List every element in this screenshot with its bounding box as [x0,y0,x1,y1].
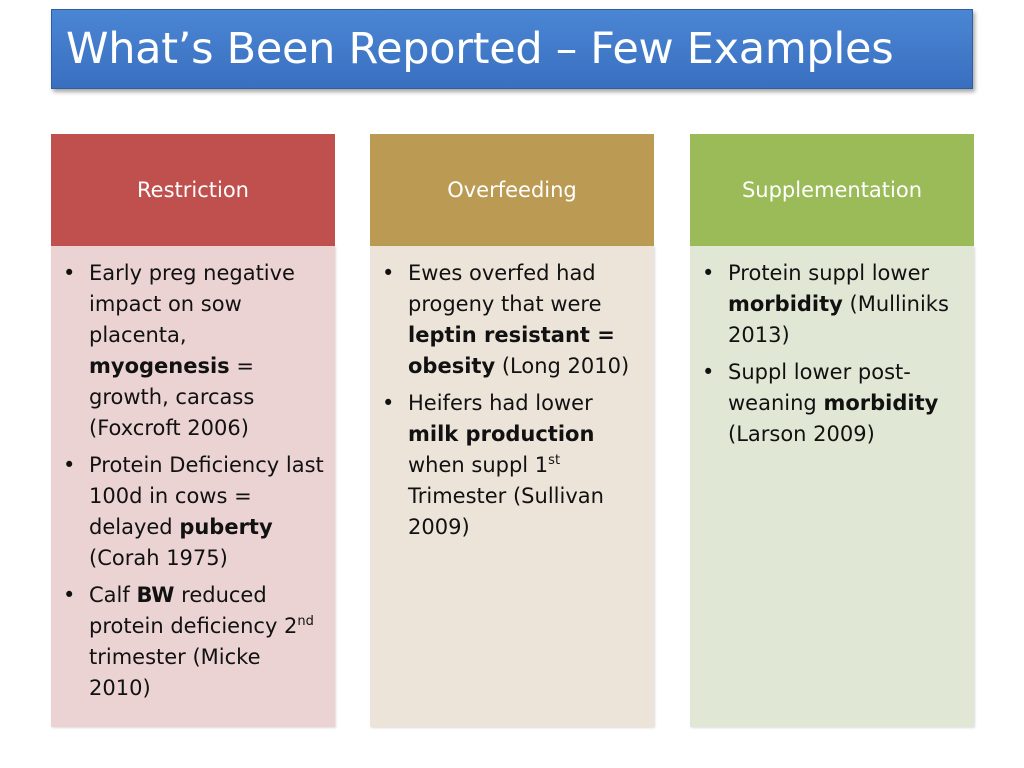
item-emphasis: puberty [179,515,273,539]
item-text: when suppl 1 [408,453,549,477]
ordinal-superscript: nd [297,614,314,629]
list-item: • Suppl lower post-weaning morbidity (Lar… [698,357,966,450]
bullet-icon: • [702,261,715,285]
item-text: Calf [89,583,137,607]
bullet-icon: • [382,261,395,285]
list-item: • Early preg negative impact on sow place… [59,258,327,444]
item-text: Ewes overfed had progeny that were [408,261,602,316]
column-restriction: Restriction • Early preg negative impact … [51,134,335,727]
bullet-icon: • [63,583,76,607]
item-text: Trimester (Sullivan 2009) [408,484,604,539]
item-emphasis: leptin resistant = obesity [408,323,615,378]
bullet-icon: • [63,261,76,285]
item-text: (Larson 2009) [728,422,875,446]
item-text: Early preg negative impact on sow placen… [89,261,295,347]
list-item: • Calf BW reduced protein deficiency 2nd … [59,580,327,704]
bullet-icon: • [382,391,395,415]
item-emphasis: BW [136,583,175,607]
list-item: • Protein suppl lower morbidity (Mullinik… [698,258,966,351]
slide-title-bar: What’s Been Reported – Few Examples [51,9,973,89]
list-item: • Ewes overfed had progeny that were lept… [378,258,646,382]
item-text: (Corah 1975) [89,546,228,570]
item-text: (Mulliniks 2013) [728,292,949,347]
slide-title: What’s Been Reported – Few Examples [66,24,894,74]
item-text: Suppl lower post-weaning [728,360,911,415]
bullet-list: • Ewes overfed had progeny that were lept… [378,258,646,543]
item-text: Heifers had lower [408,391,593,415]
item-text: trimester (Micke 2010) [89,645,261,700]
item-text: reduced protein deficiency 2 [89,583,298,638]
column-body-restriction: • Early preg negative impact on sow place… [51,246,335,727]
item-text: (Long 2010) [495,354,630,378]
item-text: = growth, carcass (Foxcroft 2006) [89,354,255,440]
item-text: Protein Deficiency last 100d in cows = d… [89,453,324,539]
item-emphasis: morbidity [823,391,939,415]
list-item: • Heifers had lower milk production when … [378,388,646,543]
bullet-icon: • [63,453,76,477]
bullet-list: • Early preg negative impact on sow place… [59,258,327,704]
item-text: Protein suppl lower [728,261,930,285]
column-overfeeding: Overfeeding • Ewes overfed had progeny th… [370,134,654,727]
column-body-overfeeding: • Ewes overfed had progeny that were lept… [370,246,654,727]
bullet-icon: • [702,360,715,384]
item-emphasis: morbidity [728,292,843,316]
column-header-overfeeding: Overfeeding [370,134,654,246]
column-header-restriction: Restriction [51,134,335,246]
column-body-supplementation: • Protein suppl lower morbidity (Mullinik… [690,246,974,727]
item-emphasis: myogenesis [89,354,230,378]
bullet-list: • Protein suppl lower morbidity (Mullinik… [698,258,966,450]
ordinal-superscript: st [548,453,561,468]
item-emphasis: milk production [408,422,595,446]
column-supplementation: Supplementation • Protein suppl lower mor… [690,134,974,727]
column-header-supplementation: Supplementation [690,134,974,246]
list-item: • Protein Deficiency last 100d in cows = … [59,450,327,574]
